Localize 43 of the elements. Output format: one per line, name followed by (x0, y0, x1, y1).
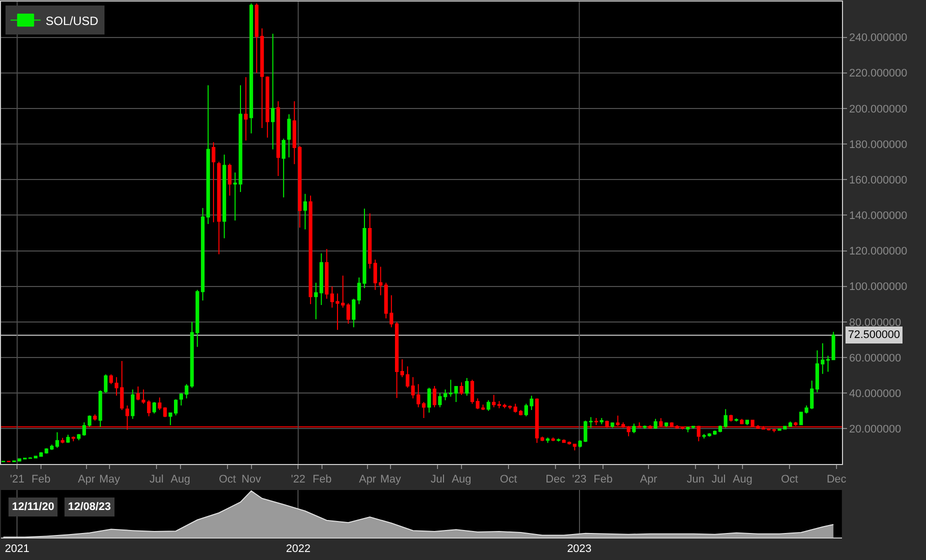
y-tick-label: 20.000000 (849, 424, 902, 436)
x-tick-label: Apr (640, 473, 658, 486)
x-tick-label: Aug (732, 473, 752, 486)
y-tick-label: 200.000000 (849, 103, 908, 116)
x-tick-label: May (380, 473, 402, 486)
x-tick-label: 2023 (567, 542, 592, 555)
x-tick-label: Aug (452, 473, 472, 486)
x-tick-label: Dec (826, 473, 847, 486)
x-tick-label: Oct (218, 473, 236, 486)
x-tick-label: Feb (312, 473, 332, 486)
x-tick-label: Jul (150, 473, 164, 486)
y-tick-label: 40.000000 (849, 388, 902, 400)
y-tick-label: 240.000000 (849, 32, 908, 44)
x-tick-label: Oct (780, 473, 798, 486)
x-tick-label: '23 (572, 473, 586, 486)
x-tick-label: May (99, 473, 120, 486)
y-tick-label: 220.000000 (849, 68, 908, 80)
x-tick-label: Feb (32, 473, 51, 486)
x-tick-label: Feb (594, 473, 613, 486)
x-tick-label: Nov (241, 473, 262, 486)
x-tick-label: Apr (78, 473, 96, 486)
x-tick-label: Jul (712, 473, 726, 486)
x-tick-label: '21 (10, 473, 24, 486)
y-tick-label: 100.000000 (849, 281, 908, 294)
y-tick-label: 180.000000 (849, 138, 908, 151)
x-tick-label: Aug (170, 473, 190, 486)
y-tick-label: 80.000000 (849, 316, 902, 329)
x-tick-label: Apr (358, 473, 376, 486)
x-tick-label: Jul (430, 473, 445, 486)
x-tick-label: '22 (291, 473, 306, 486)
x-tick-label: Oct (500, 473, 518, 486)
y-tick-label: 60.000000 (849, 352, 902, 364)
x-tick-label: 2022 (286, 542, 310, 555)
x-tick-label: 2021 (4, 542, 30, 555)
y-tick-label: 140.000000 (849, 210, 908, 222)
ref-line-label: 72.500000 (848, 329, 900, 341)
annotation: 12/08/23 (68, 501, 111, 513)
legend-label: SOL/USD (46, 14, 99, 28)
annotation: 12/11/20 (12, 501, 54, 513)
x-tick-label: Jun (686, 473, 704, 486)
y-tick-label: 160.000000 (849, 174, 908, 186)
x-tick-label: Dec (546, 473, 566, 486)
y-tick-label: 120.000000 (849, 246, 908, 258)
